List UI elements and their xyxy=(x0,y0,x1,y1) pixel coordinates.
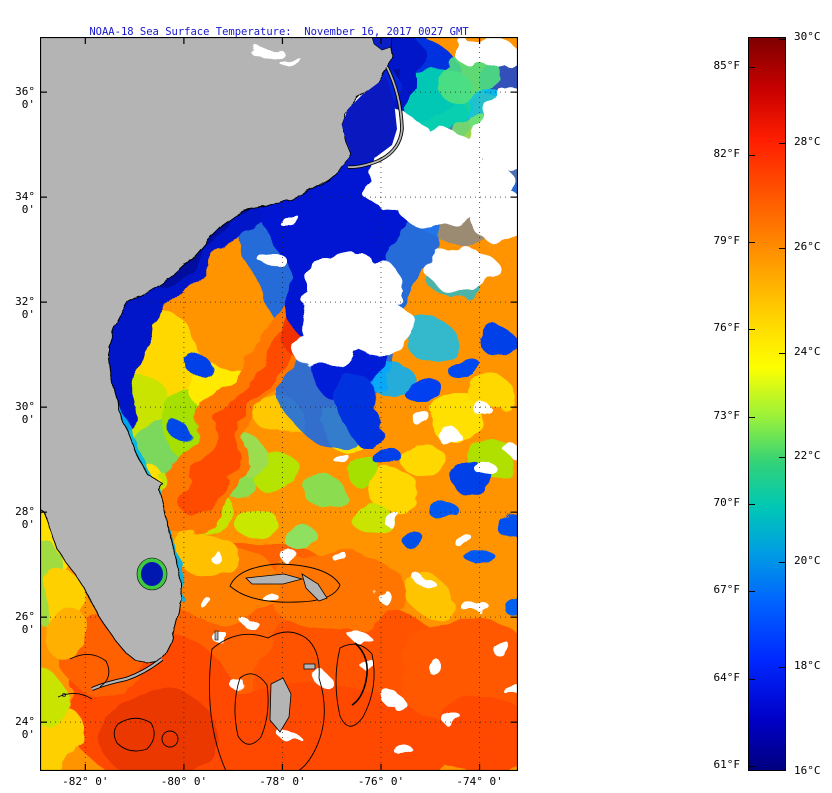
axis-tick-marks xyxy=(40,37,518,771)
y-tick-label: 28° 0' xyxy=(15,505,35,532)
colorbar-c-tick-label: 18°C xyxy=(794,659,821,673)
colorbar-tick xyxy=(779,39,785,40)
bahamas-and-banks xyxy=(57,563,375,771)
colorbar-tick xyxy=(749,504,755,506)
colorbar-tick xyxy=(779,142,785,144)
colorbar-f-tick-label: 70°F xyxy=(713,496,741,510)
lake-okeechobee xyxy=(141,562,163,586)
colorbar-fahrenheit-labels: 85°F 82°F 79°F 76°F 73°F 70°F 67°F 64°F 61°F xyxy=(640,37,741,772)
colorbar-f-tick-label: 79°F xyxy=(713,233,741,247)
y-tick-label: 36° 0' xyxy=(15,85,35,112)
colorbar-f-tick-label: 76°F xyxy=(713,321,741,335)
cloud-over-land xyxy=(246,41,300,64)
colorbar-tick xyxy=(779,247,785,249)
colorbar-tick xyxy=(749,416,755,418)
colorbar-tick xyxy=(779,457,785,459)
colorbar-c-tick-label: 20°C xyxy=(794,554,821,568)
x-tick-label: -82° 0' xyxy=(62,775,109,788)
pamlico-sound xyxy=(342,77,397,165)
y-tick-label: 32° 0' xyxy=(15,295,35,322)
colorbar-f-tick-label: 64°F xyxy=(713,670,741,684)
colorbar-tick xyxy=(779,667,785,669)
colorbar-f-tick-label: 67°F xyxy=(713,583,741,597)
colorbar-f-tick-label: 82°F xyxy=(713,146,741,160)
colorbar-tick xyxy=(779,562,785,564)
colorbar-c-tick-label: 28°C xyxy=(794,134,821,148)
coastal-features xyxy=(62,37,404,697)
colorbar-c-tick-label: 22°C xyxy=(794,449,821,463)
x-tick-label: -74° 0' xyxy=(456,775,503,788)
colorbar-tick xyxy=(749,67,755,69)
x-tick-label: -80° 0' xyxy=(160,775,208,788)
andros xyxy=(269,677,292,733)
colorbar-tick xyxy=(749,241,755,243)
colorbar-tick xyxy=(749,154,755,156)
colorbar-f-tick-label: 61°F xyxy=(713,758,741,772)
colorbar-c-tick-label: 16°C xyxy=(794,764,821,777)
colorbar xyxy=(748,37,786,771)
new-providence xyxy=(303,663,316,670)
colorbar-tick xyxy=(749,766,755,768)
y-tick-label: 34° 0' xyxy=(15,190,35,217)
y-tick-label: 26° 0' xyxy=(15,610,35,637)
chesapeake-mouth xyxy=(371,37,393,51)
abaco xyxy=(301,573,328,602)
colorbar-tick xyxy=(749,591,755,593)
plot-frame xyxy=(40,37,518,771)
grand-bahama xyxy=(245,573,304,585)
map-plot xyxy=(40,37,518,771)
y-tick-label: 30° 0' xyxy=(15,400,35,427)
x-tick-label: -78° 0' xyxy=(259,775,306,788)
colorbar-tick xyxy=(779,352,785,354)
colorbar-c-tick-label: 30°C xyxy=(794,30,821,43)
x-tick-label: -76° 0' xyxy=(357,775,405,788)
y-tick-label: 24° 0' xyxy=(15,715,35,742)
colorbar-tick xyxy=(779,770,785,771)
colorbar-f-tick-label: 85°F xyxy=(713,59,741,73)
colorbar-tick xyxy=(749,329,755,331)
colorbar-c-tick-label: 24°C xyxy=(794,344,821,358)
colorbar-tick xyxy=(749,678,755,680)
colorbar-gradient xyxy=(749,38,785,770)
colorbar-c-tick-label: 26°C xyxy=(794,239,821,253)
florida-keys-fill xyxy=(91,658,163,691)
colorbar-celsius-labels: 30°C 28°C 26°C 24°C 22°C 20°C 18°C 16°C xyxy=(794,30,832,777)
eleuthera xyxy=(351,642,368,706)
colorbar-f-tick-label: 73°F xyxy=(713,408,741,422)
outer-banks-fill xyxy=(347,66,403,169)
title-line1: NOAA-18 Sea Surface Temperature: Novembe… xyxy=(89,26,469,38)
sst-image xyxy=(40,37,518,771)
bimini xyxy=(214,630,219,641)
